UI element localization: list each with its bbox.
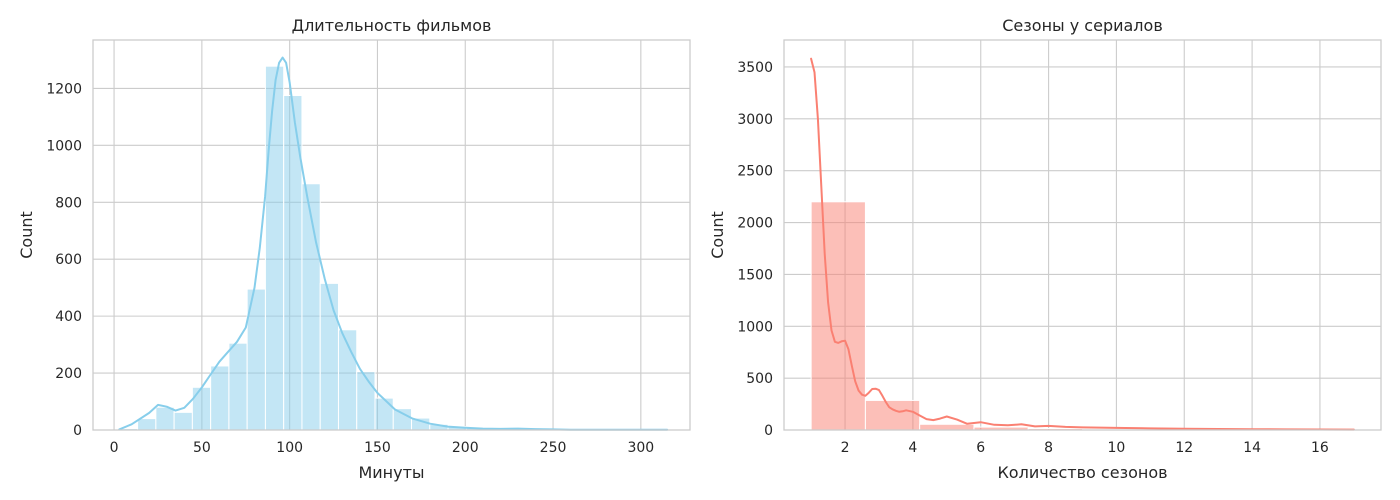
- x-tick-label: 2: [841, 440, 850, 456]
- grid: [93, 40, 690, 431]
- x-tick-label: 50: [193, 440, 211, 456]
- x-axis-label: Минуты: [358, 463, 424, 482]
- plot-frame: [783, 39, 1382, 431]
- x-tick-label: 6: [976, 440, 985, 456]
- kde-line: [810, 57, 1355, 431]
- x-tick-label: 0: [110, 440, 119, 456]
- y-tick-label: 1000: [737, 319, 773, 335]
- x-tick-label: 12: [1175, 440, 1193, 456]
- chart-series-seasons: 2 4 6 8 10 12 14 16 0 500 1000 1500 2000 2500 3000 350…: [708, 16, 1382, 482]
- histogram-bar: [374, 397, 394, 431]
- histogram-bar: [919, 423, 975, 431]
- x-tick-label: 300: [627, 440, 654, 456]
- y-tick-label: 1200: [46, 81, 82, 97]
- x-tick-label: 4: [908, 440, 917, 456]
- x-tick-labels: 0 50 100 150 200 250 300: [110, 440, 655, 456]
- y-tick-labels: 0 200 400 600 800 1000 1200: [46, 81, 82, 439]
- x-tick-label: 14: [1243, 440, 1261, 456]
- x-tick-label: 16: [1311, 440, 1329, 456]
- y-tick-label: 0: [73, 423, 82, 439]
- y-axis-label: Count: [708, 211, 727, 259]
- y-tick-label: 500: [746, 371, 773, 387]
- histogram-bar: [264, 65, 285, 431]
- y-tick-label: 0: [764, 423, 773, 439]
- histogram-bars: [118, 65, 668, 431]
- histogram-bars: [810, 201, 1355, 431]
- kde-line: [118, 56, 669, 431]
- y-tick-label: 800: [55, 195, 82, 211]
- x-tick-label: 250: [540, 440, 567, 456]
- histogram-bar: [137, 418, 157, 431]
- kde-layer: [118, 56, 669, 431]
- histogram-bar: [319, 282, 339, 431]
- y-tick-label: 600: [55, 252, 82, 268]
- chart-title: Длительность фильмов: [292, 16, 492, 35]
- x-tick-label: 100: [276, 440, 303, 456]
- x-tick-labels: 2 4 6 8 10 12 14 16: [841, 440, 1329, 456]
- x-tick-label: 10: [1108, 440, 1126, 456]
- histogram-bar: [810, 201, 866, 431]
- y-tick-label: 3000: [737, 112, 773, 128]
- histogram-bar: [191, 386, 212, 431]
- chart-movie-durations: 0 50 100 150 200 250 300 0 200 400 600 800 1000 1200…: [17, 16, 691, 482]
- x-tick-label: 150: [364, 440, 391, 456]
- histogram-bar: [864, 399, 921, 431]
- x-axis-label: Количество сезонов: [997, 463, 1167, 482]
- kde-layer: [810, 57, 1355, 431]
- y-axis-label: Count: [17, 211, 36, 259]
- histogram-bar: [173, 411, 193, 431]
- chart-title: Сезоны у сериалов: [1002, 16, 1163, 35]
- x-tick-label: 8: [1044, 440, 1053, 456]
- histogram-bar: [356, 371, 376, 431]
- y-tick-label: 1000: [46, 138, 82, 154]
- y-tick-label: 3500: [737, 60, 773, 76]
- histogram-bar: [155, 406, 175, 431]
- y-tick-label: 400: [55, 309, 82, 325]
- x-tick-label: 200: [452, 440, 479, 456]
- y-tick-label: 2000: [737, 216, 773, 232]
- y-tick-label: 1500: [737, 267, 773, 283]
- y-tick-label: 2500: [737, 164, 773, 180]
- histogram-bar: [392, 408, 413, 431]
- plot-frame: [92, 39, 691, 431]
- grid: [784, 40, 1381, 431]
- y-tick-labels: 0 500 1000 1500 2000 2500 3000 3500: [737, 60, 773, 439]
- histogram-bar: [210, 365, 230, 431]
- y-tick-label: 200: [55, 366, 82, 382]
- histogram-bar: [228, 342, 248, 431]
